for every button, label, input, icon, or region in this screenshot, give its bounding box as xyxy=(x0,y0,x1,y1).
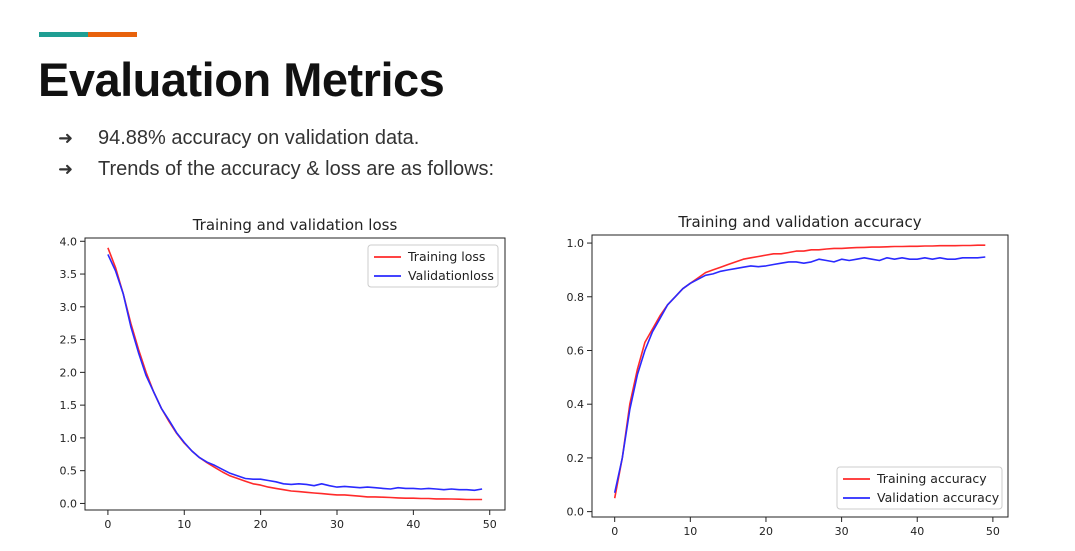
x-tick-label: 10 xyxy=(177,518,191,531)
y-tick-label: 0.0 xyxy=(60,497,78,510)
chart-title: Training and validation accuracy xyxy=(677,213,921,231)
x-tick-label: 10 xyxy=(683,525,697,538)
bullet-text: 94.88% accuracy on validation data. xyxy=(98,127,420,149)
y-tick-label: 0.5 xyxy=(60,465,78,478)
axes-frame xyxy=(84,237,506,511)
legend-frame xyxy=(836,466,1003,510)
bullet-text: Trends of the accuracy & loss are as fol… xyxy=(98,158,495,180)
x-tick-label: 20 xyxy=(254,518,268,531)
series-line-training xyxy=(613,244,986,499)
x-tick-label: 50 xyxy=(483,518,497,531)
y-tick-label: 1.0 xyxy=(60,432,78,445)
y-tick-label: 3.5 xyxy=(60,268,78,281)
arrow-right-icon: ➜ xyxy=(58,128,74,148)
series-line-validation xyxy=(613,256,986,493)
x-tick-label: 50 xyxy=(986,525,1000,538)
x-tick-label: 0 xyxy=(104,518,111,531)
y-tick-label: 0.6 xyxy=(567,344,585,357)
x-tick-label: 30 xyxy=(835,525,849,538)
legend-label: Training accuracy xyxy=(876,471,987,486)
accent-bar-teal xyxy=(39,32,88,37)
y-tick-label: 0.4 xyxy=(567,398,585,411)
y-tick-label: 0.8 xyxy=(567,291,585,304)
plot-area: Training and validation loss 0 10 20 30 40 50 0… xyxy=(60,216,506,531)
legend-label: Validationloss xyxy=(408,268,494,283)
slide-title: Evaluation Metrics xyxy=(38,53,445,106)
y-tick-label: 2.0 xyxy=(60,366,78,379)
y-tick-label: 0.2 xyxy=(567,452,585,465)
arrow-right-icon: ➜ xyxy=(58,159,74,179)
x-tick-label: 20 xyxy=(759,525,773,538)
y-tick-label: 1.5 xyxy=(60,399,78,412)
x-tick-label: 30 xyxy=(330,518,344,531)
accent-bar-orange xyxy=(88,32,137,37)
x-tick-label: 0 xyxy=(611,525,618,538)
legend: Training loss Validationloss xyxy=(367,244,499,288)
y-tick-label: 4.0 xyxy=(60,235,78,248)
y-tick-label: 0.0 xyxy=(567,506,585,519)
chart-title: Training and validation loss xyxy=(192,216,398,234)
x-tick-label: 40 xyxy=(910,525,924,538)
series-line-validation xyxy=(107,254,483,492)
legend-label: Validation accuracy xyxy=(877,490,1000,505)
legend: Training accuracy Validation accuracy xyxy=(836,466,1003,510)
y-tick-label: 2.5 xyxy=(60,334,78,347)
axes-frame xyxy=(591,234,1009,518)
bullet-item: ➜ Trends of the accuracy & loss are as f… xyxy=(58,154,494,185)
bullet-list: ➜ 94.88% accuracy on validation data. ➜ … xyxy=(58,123,494,185)
y-tick-label: 3.0 xyxy=(60,301,78,314)
legend-label: Training loss xyxy=(407,249,485,264)
plot-area: Training and validation accuracy 0 10 20 30 4… xyxy=(567,213,1009,538)
y-tick-label: 1.0 xyxy=(567,237,585,250)
bullet-item: ➜ 94.88% accuracy on validation data. xyxy=(58,123,494,154)
x-tick-label: 40 xyxy=(406,518,420,531)
